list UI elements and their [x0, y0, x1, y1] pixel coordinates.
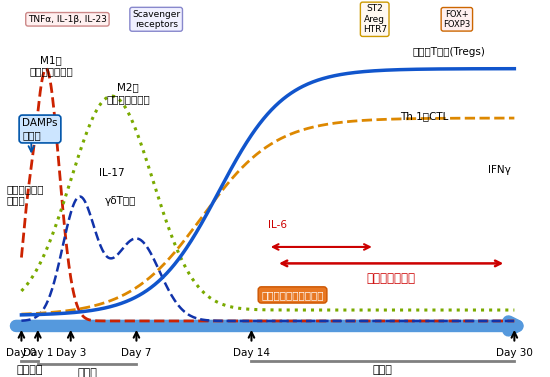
Text: IL-6: IL-6: [268, 221, 287, 230]
Text: 超急性期: 超急性期: [16, 365, 43, 375]
Text: TNFα, IL-1β, IL-23: TNFα, IL-1β, IL-23: [28, 15, 107, 24]
Text: 神経症状の回復: 神経症状の回復: [367, 271, 416, 285]
Text: Scavenger
receptors: Scavenger receptors: [132, 9, 180, 29]
Text: アストログリオーシス: アストログリオーシス: [261, 290, 324, 300]
Text: Day 7: Day 7: [121, 348, 152, 358]
Text: DAMPs
の放出: DAMPs の放出: [22, 118, 58, 140]
Text: Day 0: Day 0: [6, 348, 36, 358]
Text: γδT細胞: γδT細胞: [104, 196, 136, 206]
Text: Th 1＆CTL: Th 1＆CTL: [400, 111, 448, 121]
Text: 虚血性脳梗塞
モデル: 虚血性脳梗塞 モデル: [7, 184, 44, 205]
Text: 慢性期: 慢性期: [373, 365, 393, 375]
Text: IL-17: IL-17: [99, 169, 125, 178]
Text: Day 14: Day 14: [233, 348, 270, 358]
Text: M1型
マクロファージ: M1型 マクロファージ: [29, 55, 73, 77]
FancyArrowPatch shape: [16, 322, 518, 330]
Text: Day 1: Day 1: [23, 348, 53, 358]
Text: 制御性T細胞(Tregs): 制御性T細胞(Tregs): [412, 47, 485, 57]
Text: Day 3: Day 3: [56, 348, 86, 358]
Text: IFNγ: IFNγ: [488, 165, 511, 175]
Text: Day 30: Day 30: [496, 348, 533, 358]
Text: FOX+
FOXP3: FOX+ FOXP3: [443, 9, 470, 29]
Text: 急性期: 急性期: [77, 368, 97, 377]
Text: M2型
マクロファージ: M2型 マクロファージ: [106, 83, 150, 104]
Text: ST2
Areg
HTR7: ST2 Areg HTR7: [362, 5, 387, 34]
